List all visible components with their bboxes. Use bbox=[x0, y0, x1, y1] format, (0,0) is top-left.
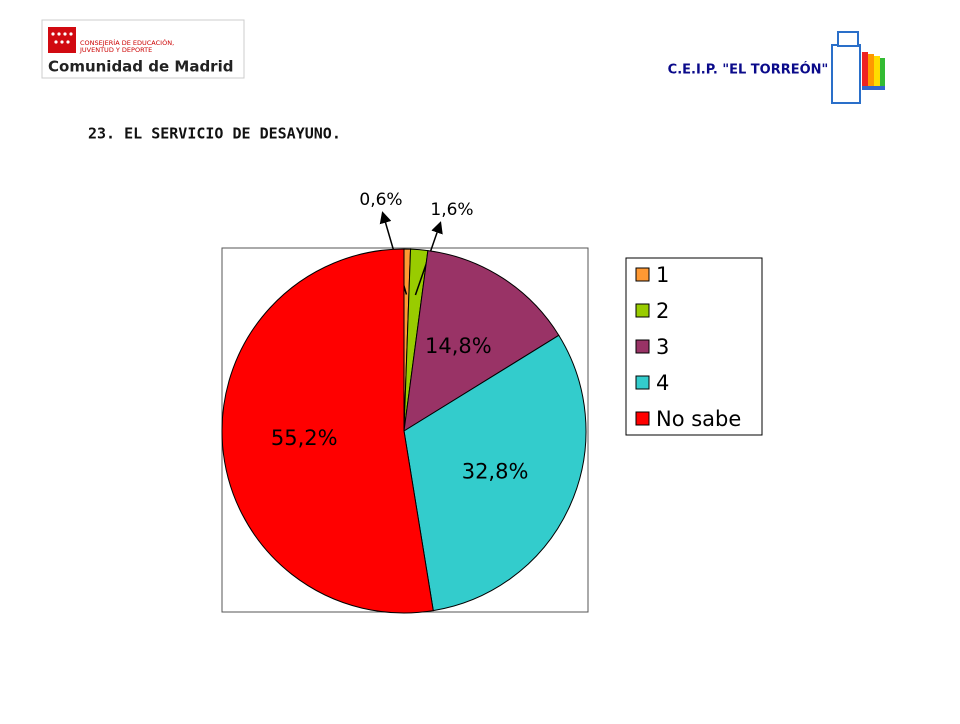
legend-label: 1 bbox=[656, 263, 669, 287]
org-line: CONSEJERÍA DE EDUCACIÓN, bbox=[80, 38, 174, 47]
chart-title: 23. EL SERVICIO DE DESAYUNO. bbox=[88, 125, 341, 143]
legend-swatch bbox=[635, 375, 650, 390]
legend-swatch bbox=[635, 267, 650, 282]
pie-slice bbox=[403, 250, 560, 432]
data-label: 32,8% bbox=[462, 460, 529, 484]
org-line: JUVENTUD Y DEPORTE bbox=[79, 46, 152, 54]
legend-label: 4 bbox=[656, 371, 669, 395]
data-label: 0,6% bbox=[359, 190, 402, 210]
legend-label: No sabe bbox=[656, 407, 741, 431]
org-name: Comunidad de Madrid bbox=[48, 58, 233, 76]
school-name: C.E.I.P. "EL TORREÓN" bbox=[668, 62, 829, 78]
data-label: 14,8% bbox=[425, 334, 492, 358]
pie-slice bbox=[403, 334, 587, 612]
pie-slice bbox=[221, 248, 434, 614]
legend-label: 3 bbox=[656, 335, 669, 359]
legend-swatch bbox=[635, 411, 650, 426]
legend-swatch bbox=[635, 339, 650, 354]
legend-swatch bbox=[635, 303, 650, 318]
data-label: 1,6% bbox=[430, 200, 473, 220]
madrid-logo: CONSEJERÍA DE EDUCACIÓN, JUVENTUD Y DEPO… bbox=[41, 19, 245, 79]
logo-flag bbox=[48, 27, 76, 53]
school-logo bbox=[831, 31, 885, 104]
logo-stars bbox=[51, 32, 73, 44]
data-label: 55,2% bbox=[271, 426, 338, 450]
legend-label: 2 bbox=[656, 299, 669, 323]
